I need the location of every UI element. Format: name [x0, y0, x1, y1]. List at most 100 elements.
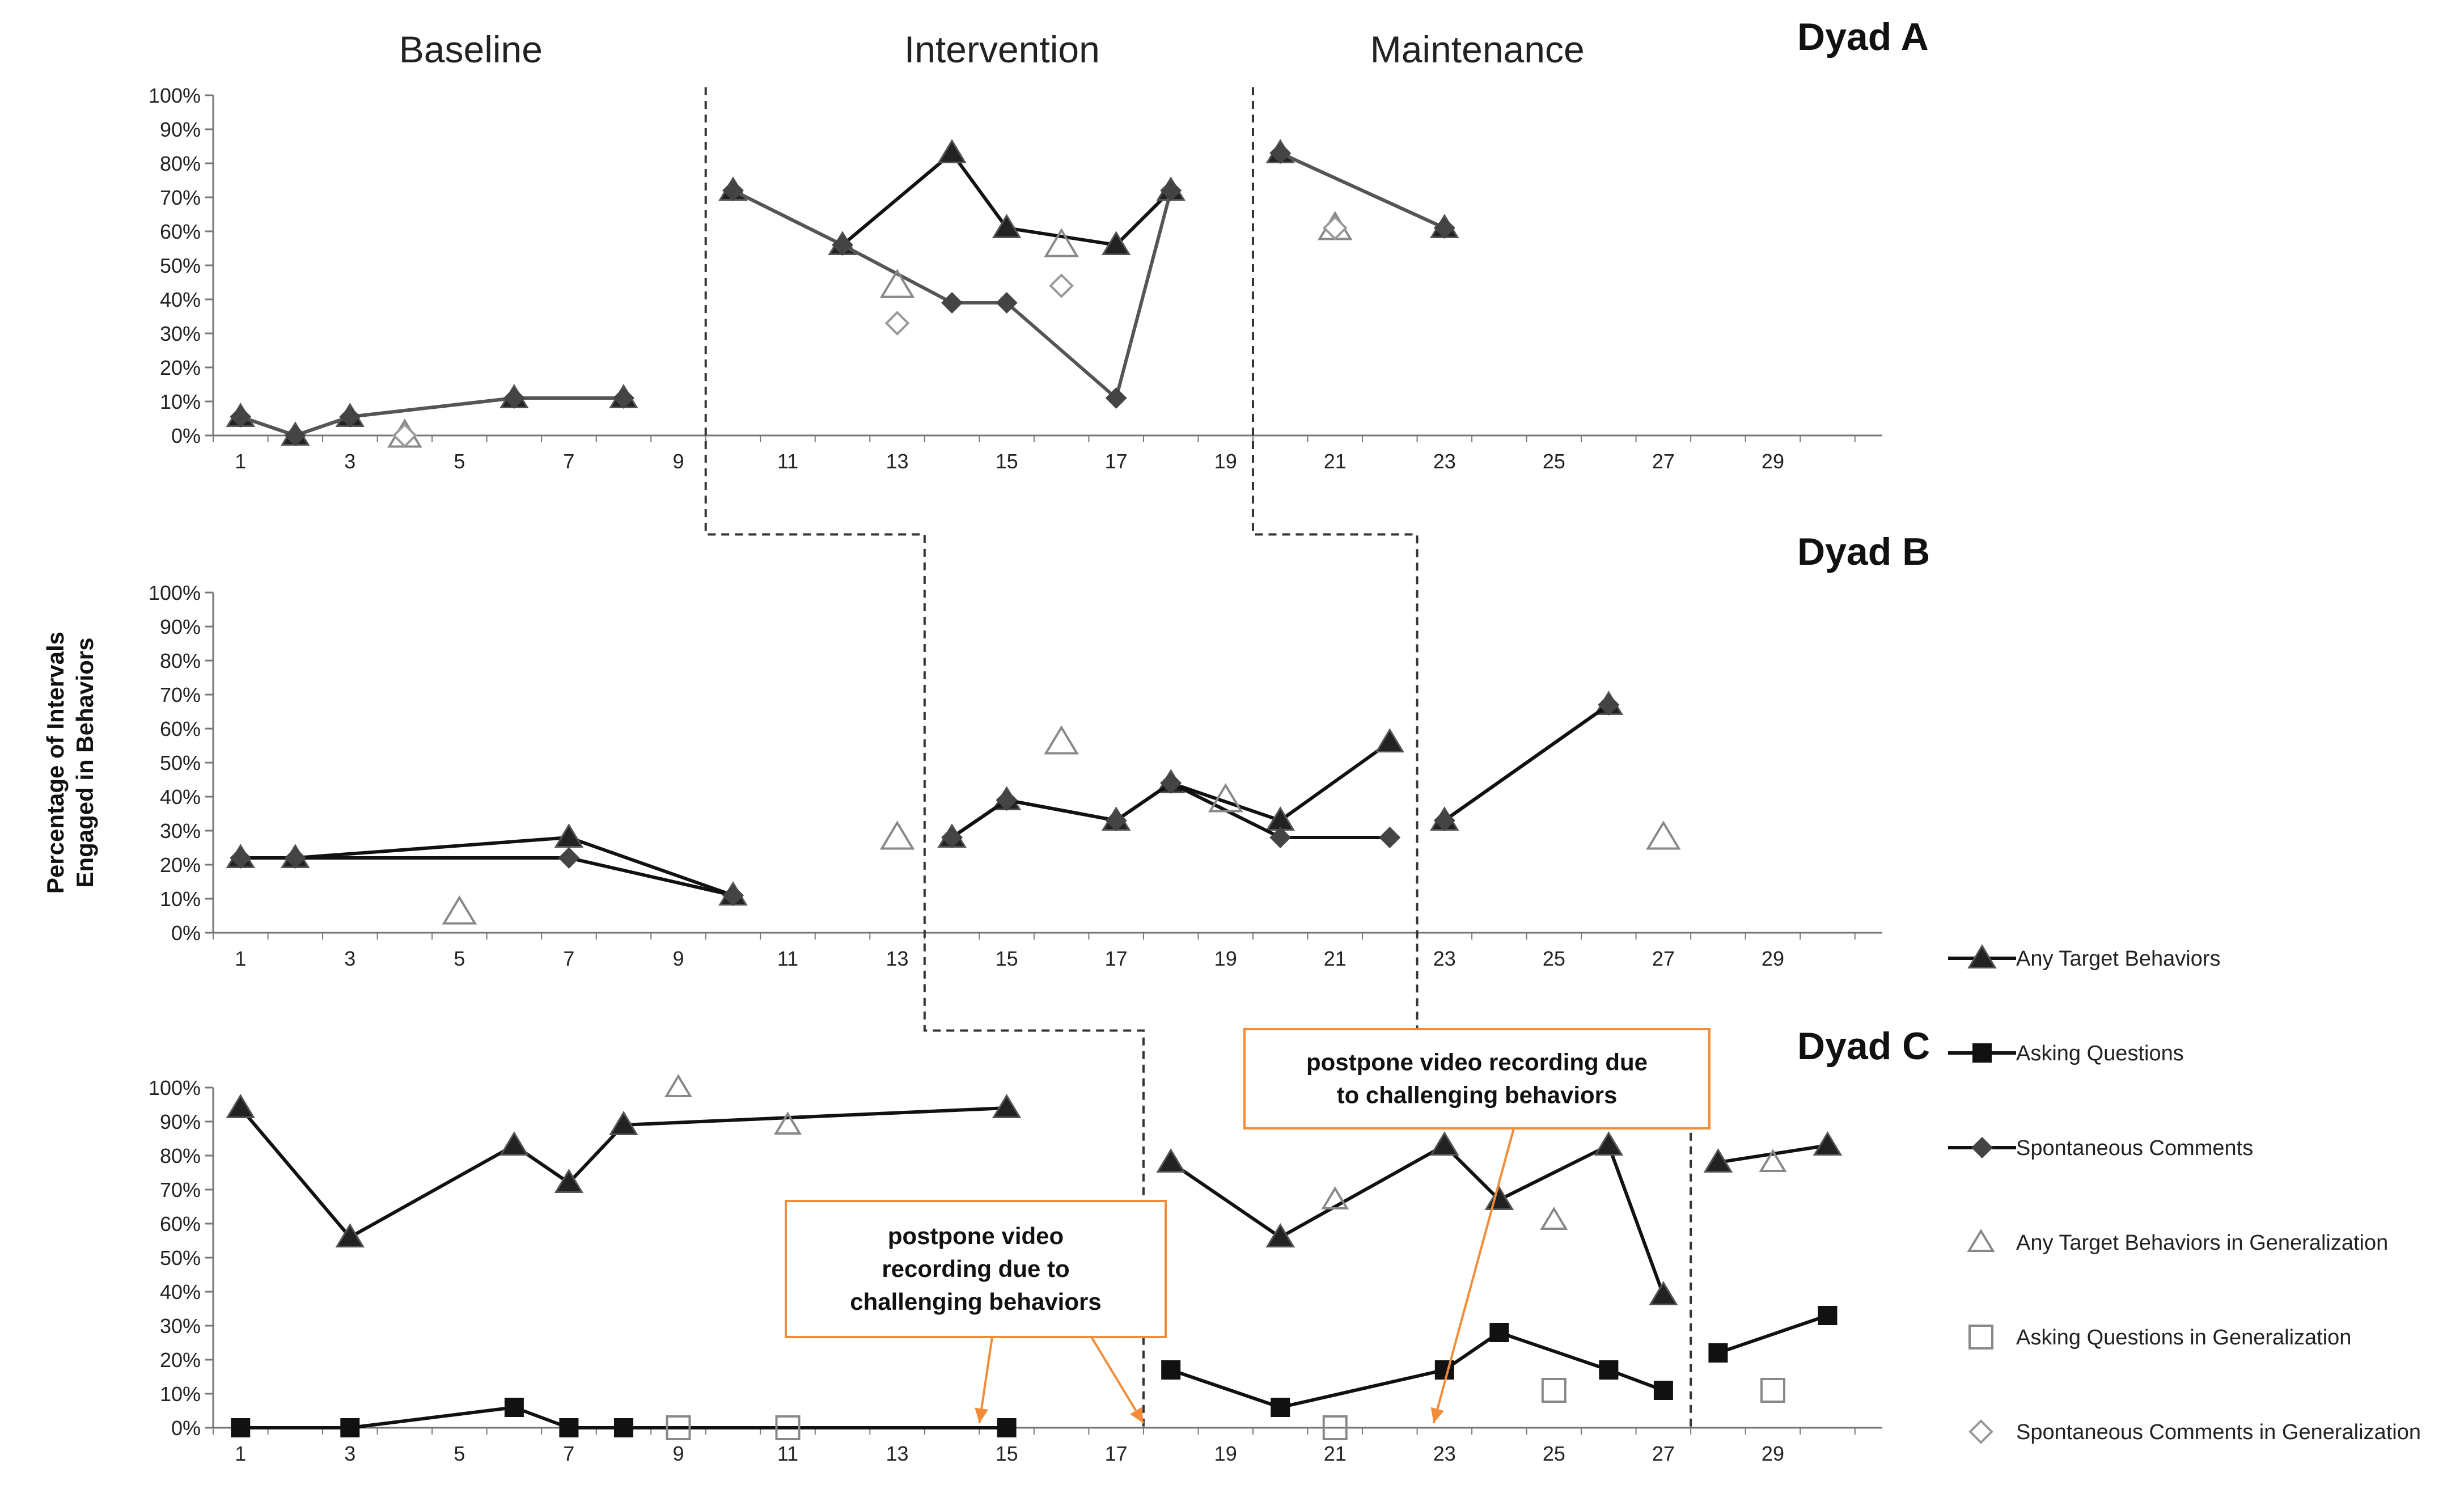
y-tick-label: 100% — [149, 1076, 201, 1099]
series-any-target-behaviors — [226, 139, 1459, 446]
x-tick-label: 5 — [454, 450, 465, 473]
y-tick-label: 10% — [160, 1382, 201, 1406]
data-point — [992, 214, 1022, 238]
legend-label: Spontaneous Comments in Generalization — [2016, 1420, 2421, 1444]
data-point — [1044, 228, 1079, 257]
legend-label: Any Target Behaviors in Generalization — [2016, 1231, 2388, 1255]
x-tick-label: 9 — [672, 450, 684, 473]
y-tick-label: 30% — [160, 819, 201, 843]
data-point — [1208, 783, 1243, 813]
callout-box: postpone video recording due to challengin… — [785, 1200, 1167, 1424]
data-point — [503, 387, 525, 409]
y-tick-label: 40% — [160, 785, 201, 809]
callout-text-line: postpone video — [888, 1222, 1064, 1249]
data-point — [1321, 1186, 1349, 1209]
series-asking-questions — [231, 1306, 1838, 1437]
data-point — [442, 895, 477, 925]
x-tick-label: 25 — [1543, 1442, 1565, 1465]
data-point — [335, 1223, 365, 1247]
series-spontaneous-comments — [230, 142, 1455, 446]
callout-frame — [785, 1200, 1167, 1338]
x-tick-label: 21 — [1324, 1442, 1347, 1465]
data-point — [612, 387, 634, 409]
legend-marker — [1967, 1229, 1995, 1252]
y-tick-label: 80% — [160, 152, 201, 175]
data-point — [339, 406, 361, 428]
data-point — [613, 1418, 633, 1437]
legend-item-any-target-behaviors: Any Target Behaviors — [1948, 944, 2221, 971]
data-point — [1105, 810, 1127, 831]
series-spontaneous-comments — [230, 694, 1620, 906]
data-point — [1161, 1360, 1181, 1380]
y-axis-label-line: Engaged in Behaviors — [71, 637, 98, 887]
legend-label: Any Target Behaviors — [2016, 947, 2221, 971]
data-point — [1269, 827, 1292, 848]
data-point — [231, 1418, 251, 1437]
callout-arrow — [1432, 1128, 1515, 1424]
y-tick-label: 0% — [171, 1416, 201, 1440]
data-point — [832, 234, 854, 256]
series-line — [1170, 1144, 1665, 1296]
callout-text-line: recording due to — [882, 1255, 1069, 1282]
y-tick-label: 100% — [149, 84, 201, 107]
y-axis-label-line: Percentage of Intervals — [42, 632, 69, 894]
data-point — [941, 292, 963, 314]
data-point — [992, 1094, 1022, 1118]
data-point — [1708, 1343, 1728, 1363]
data-point — [996, 292, 1018, 314]
legend-item-asking-questions-in-generalization: Asking Questions in Generalization — [1968, 1325, 2351, 1350]
phase-label: Maintenance — [1370, 28, 1585, 70]
data-point — [1375, 728, 1405, 752]
data-point — [1594, 1131, 1624, 1156]
y-tick-label: 0% — [171, 424, 201, 447]
x-tick-label: 13 — [886, 947, 909, 970]
x-tick-label: 27 — [1652, 450, 1675, 473]
series-line — [240, 1406, 1007, 1429]
x-tick-label: 13 — [886, 450, 909, 473]
series-any-target-behaviors-in-generalization — [387, 211, 1353, 448]
x-tick-label: 27 — [1652, 1442, 1675, 1465]
x-tick-label: 3 — [344, 947, 355, 970]
data-point — [666, 1415, 691, 1440]
data-point — [1156, 1148, 1186, 1173]
legend-item-any-target-behaviors-in-generalization: Any Target Behaviors in Generalization — [1967, 1229, 2388, 1255]
data-point — [997, 1418, 1017, 1437]
data-point — [1759, 1149, 1787, 1172]
x-tick-label: 19 — [1214, 450, 1237, 473]
x-tick-label: 11 — [777, 947, 798, 970]
legend-item-spontaneous-comments: Spontaneous Comments — [1948, 1136, 2253, 1160]
x-tick-label: 13 — [886, 1442, 909, 1465]
y-tick-label: 60% — [160, 220, 201, 243]
y-tick-label: 40% — [160, 288, 201, 311]
x-tick-label: 15 — [996, 450, 1018, 473]
y-tick-label: 10% — [160, 390, 201, 413]
data-point — [504, 1398, 524, 1417]
panel-dyad-c: 0%10%20%30%40%50%60%70%80%90%100%1 3 5 7 9 11… — [149, 1074, 1882, 1465]
dyad-title: Dyad C — [1797, 1025, 1930, 1068]
data-point — [1269, 142, 1292, 164]
callout-box: postpone video recording due to challengi… — [1243, 1028, 1711, 1424]
y-tick-label: 30% — [160, 1314, 201, 1338]
legend-marker — [1967, 944, 1997, 968]
data-point — [879, 269, 915, 298]
legend-label: Asking Questions — [2016, 1042, 2184, 1065]
data-point — [1101, 231, 1131, 255]
y-tick-label: 50% — [160, 751, 201, 775]
x-tick-label: 29 — [1762, 947, 1784, 970]
data-point — [1044, 725, 1079, 755]
data-point — [499, 1131, 529, 1156]
x-tick-label: 1 — [235, 947, 246, 970]
phase-change-line — [704, 87, 1145, 1428]
y-tick-label: 50% — [160, 254, 201, 277]
data-point — [226, 1094, 256, 1118]
legend-label: Asking Questions in Generalization — [2016, 1326, 2351, 1350]
callout-text-line: to challenging behaviors — [1337, 1082, 1618, 1109]
y-tick-label: 70% — [160, 683, 201, 707]
x-tick-label: 23 — [1433, 450, 1456, 473]
x-tick-label: 19 — [1214, 947, 1237, 970]
y-tick-label: 100% — [149, 581, 201, 604]
y-tick-label: 20% — [160, 1348, 201, 1372]
series-line — [732, 189, 1173, 400]
y-tick-label: 80% — [160, 649, 201, 672]
data-point — [1760, 1378, 1785, 1403]
